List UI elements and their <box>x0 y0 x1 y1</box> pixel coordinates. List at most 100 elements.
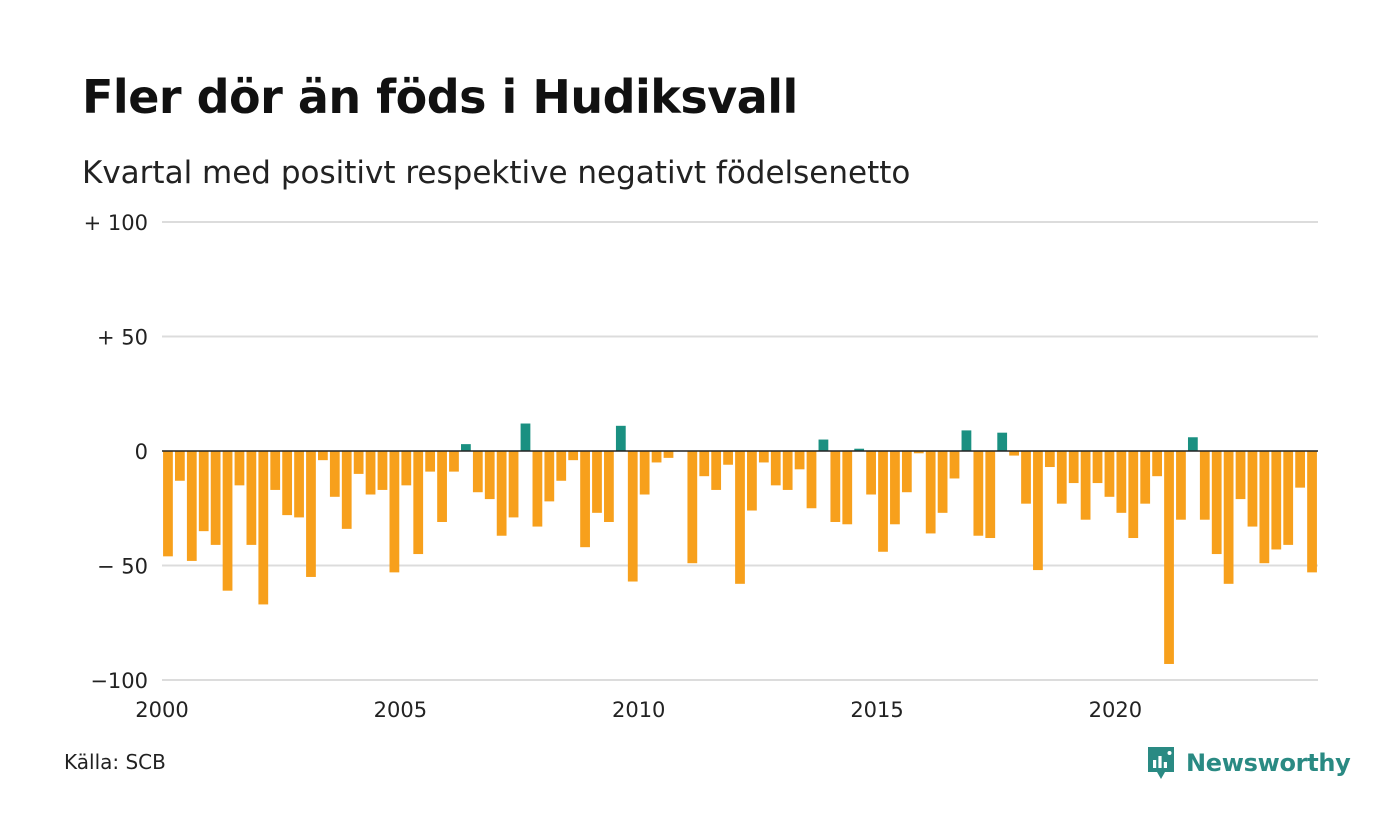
y-tick-label: 0 <box>135 440 148 464</box>
bar <box>163 451 173 557</box>
bar <box>1044 451 1055 468</box>
bar <box>318 451 328 461</box>
bar <box>723 451 733 465</box>
bar <box>735 451 745 584</box>
bar <box>222 451 233 591</box>
bar <box>866 451 876 495</box>
bar <box>1033 451 1043 571</box>
bar <box>604 451 614 522</box>
bar <box>973 451 984 536</box>
bar <box>282 451 293 516</box>
bar <box>1187 437 1198 451</box>
bar <box>425 451 436 472</box>
bar <box>1104 451 1115 497</box>
bar <box>1116 451 1127 513</box>
brand-name: Newsworthy <box>1186 749 1351 777</box>
x-tick-label: 2015 <box>850 698 903 722</box>
bar <box>484 451 495 500</box>
bar <box>1056 451 1067 504</box>
bar <box>294 451 304 518</box>
bar <box>377 451 388 490</box>
bar <box>592 451 602 513</box>
bar <box>329 451 340 497</box>
y-tick-label: − 50 <box>97 555 148 579</box>
brand-logo: Newsworthy <box>1146 743 1351 783</box>
bar <box>449 451 459 472</box>
bar <box>365 451 376 495</box>
bar <box>472 451 483 493</box>
x-tick-label: 2005 <box>374 698 427 722</box>
bar <box>1295 451 1306 488</box>
bar <box>1152 451 1162 477</box>
bar <box>1211 451 1222 555</box>
bar <box>1247 451 1258 527</box>
bar <box>830 451 841 522</box>
bar <box>544 451 555 502</box>
bar <box>532 451 543 527</box>
bar <box>258 451 269 605</box>
chart-title: Fler dör än föds i Hudiksvall <box>82 70 798 124</box>
bar <box>496 451 507 536</box>
bars <box>163 423 1317 664</box>
y-tick-label: −100 <box>90 669 148 693</box>
bar <box>234 451 245 486</box>
bar <box>1199 451 1210 520</box>
x-tick-label: 2000 <box>135 698 188 722</box>
bar-chart: + 100 + 50 0 − 50 −100 2000 2005 2010 2015 2020 <box>84 211 1318 722</box>
bar <box>1068 451 1079 484</box>
bar <box>961 430 972 451</box>
bar <box>854 448 865 451</box>
bar <box>1128 451 1139 539</box>
bar <box>508 451 519 518</box>
bar <box>913 451 924 454</box>
bar <box>1271 451 1282 550</box>
bar <box>627 451 638 582</box>
bar <box>186 451 197 561</box>
source-note: Källa: SCB <box>64 750 166 774</box>
bar <box>1283 451 1294 545</box>
bar <box>1235 451 1246 500</box>
bar <box>890 451 900 525</box>
bar <box>651 451 662 463</box>
chart-subtitle: Kvartal med positivt respektive negativt… <box>82 155 911 191</box>
bar <box>878 451 888 552</box>
bar <box>306 451 316 577</box>
bar <box>937 451 948 513</box>
bar <box>1259 451 1270 564</box>
bar <box>794 451 805 470</box>
bar <box>615 425 626 451</box>
bar <box>687 451 698 564</box>
bar <box>1307 451 1317 573</box>
bar <box>1223 451 1234 584</box>
bar <box>1164 451 1174 664</box>
bar <box>758 451 769 463</box>
bar <box>818 439 829 451</box>
bar <box>842 451 853 525</box>
x-tick-label: 2010 <box>612 698 665 722</box>
bar <box>174 451 185 481</box>
bar <box>580 451 590 548</box>
y-tick-label: + 50 <box>97 326 148 350</box>
bar <box>520 423 531 451</box>
y-axis-ticks: + 100 + 50 0 − 50 −100 <box>84 211 148 693</box>
bar <box>246 451 257 545</box>
bar <box>782 451 793 490</box>
bar <box>210 451 221 545</box>
bar <box>353 451 364 474</box>
bar <box>1021 451 1031 504</box>
bar <box>1009 451 1019 456</box>
y-tick-label: + 100 <box>84 211 148 235</box>
x-axis-ticks: 2000 2005 2010 2015 2020 <box>135 698 1142 722</box>
bar <box>925 451 936 534</box>
newsworthy-logo-icon <box>1148 747 1174 779</box>
bar <box>556 451 567 481</box>
bar <box>997 432 1008 451</box>
bar <box>747 451 757 511</box>
bar <box>770 451 781 486</box>
bar <box>198 451 209 532</box>
x-tick-label: 2020 <box>1089 698 1142 722</box>
bar <box>1140 451 1151 504</box>
bar <box>1080 451 1091 520</box>
bar <box>663 451 674 458</box>
bar <box>413 451 424 555</box>
